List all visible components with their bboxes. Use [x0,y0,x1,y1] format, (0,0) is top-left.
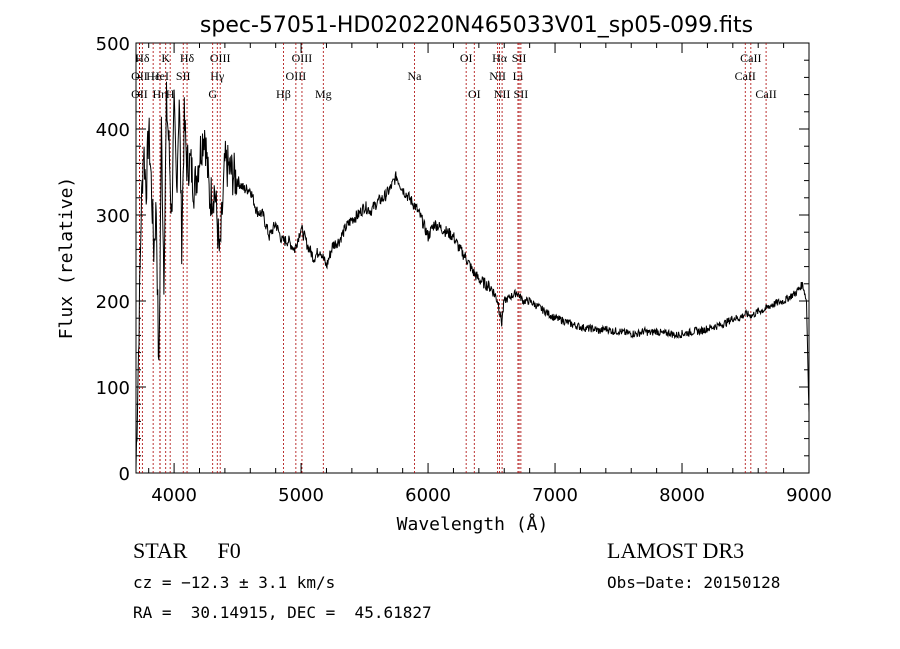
x-tick-label: 4000 [151,485,197,506]
line-label-CaII: CaII [735,69,756,83]
survey-label: LAMOST DR3 [607,538,745,563]
line-label-Li: Li [513,69,524,83]
spectrum-line [135,81,810,470]
x-tick-label: 9000 [786,485,832,506]
class-label: STAR [133,538,188,563]
plot-frame [135,42,810,474]
y-tick-label: 200 [96,292,130,313]
line-label-CaII: CaII [755,87,776,101]
chart-title: spec-57051-HD020220N465033V01_sp05-099.f… [200,13,753,38]
line-label-Hγ: Hγ [210,69,225,83]
x-tick-label: 6000 [405,485,451,506]
object-class: STAR F0 [133,538,241,564]
line-label-Hδ: Hδ [135,51,150,65]
obs-date-label: Obs−Date: 20150128 [607,573,781,592]
line-label-SII: SII [514,87,529,101]
line-label-Hδ: Hδ [180,51,195,65]
subclass-label: F0 [217,538,241,563]
redshift-label: cz = −12.3 ± 3.1 km/s [133,573,336,592]
line-label-HeI: HeI [151,69,169,83]
line-label-OI: OI [468,87,481,101]
line-label-G: G [208,87,217,101]
line-label-K: K [161,51,170,65]
line-label-OI: OI [460,51,473,65]
x-tick-label: 7000 [532,485,578,506]
line-label-Na: Na [407,69,422,83]
x-tick-label: 8000 [659,485,705,506]
x-axis-label: Wavelength (Å) [397,513,549,535]
y-tick-label: 300 [96,206,130,227]
line-label-SII: SII [176,69,191,83]
line-label-OIII: OIII [286,69,307,83]
line-label-Hη: Hη [153,87,168,101]
line-label-OII: OII [131,87,148,101]
y-tick-label: 0 [119,464,130,485]
line-label-Hε: Hε [146,69,160,83]
line-label-Hα: Hα [492,51,508,65]
x-tick-label: 5000 [278,485,324,506]
line-label-OIII: OIII [210,51,231,65]
line-label-H: H [166,87,175,101]
spectrum-chart: spec-57051-HD020220N465033V01_sp05-099.f… [56,13,832,535]
line-label-Hβ: Hβ [276,87,291,101]
coordinates-label: RA = 30.14915, DEC = 45.61827 [133,603,432,622]
y-tick-label: 100 [96,378,130,399]
y-tick-label: 500 [96,34,130,55]
y-tick-label: 400 [96,120,130,141]
line-label-Mg: Mg [315,87,332,101]
line-label-CaII: CaII [740,51,761,65]
line-label-SII: SII [512,51,527,65]
y-axis-label: Flux (relative) [56,177,77,340]
line-label-NII: NII [494,87,511,101]
line-label-OIII: OIII [292,51,313,65]
line-label-NII: NII [489,69,506,83]
